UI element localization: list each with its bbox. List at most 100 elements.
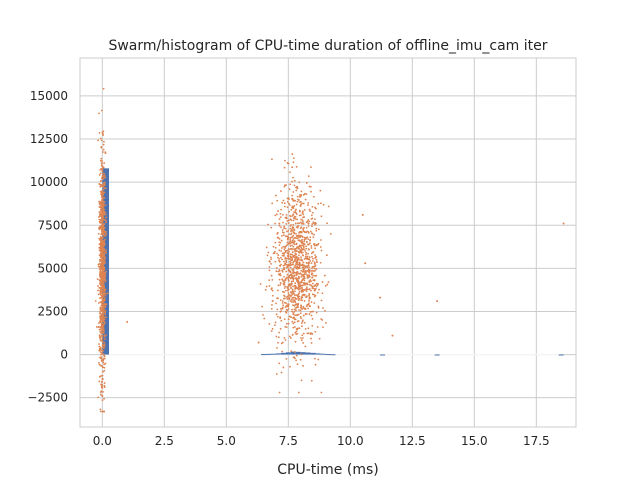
swarm-point bbox=[310, 314, 313, 317]
swarm-point bbox=[99, 268, 102, 271]
swarm-point bbox=[278, 362, 281, 365]
histogram-bar bbox=[280, 352, 286, 355]
swarm-point bbox=[278, 222, 281, 225]
swarm-point bbox=[280, 256, 282, 259]
swarm-point bbox=[292, 191, 295, 193]
swarm-point bbox=[100, 218, 103, 220]
swarm-point bbox=[97, 289, 99, 292]
swarm-point bbox=[317, 305, 320, 308]
swarm-point bbox=[271, 304, 273, 306]
swarm-point bbox=[307, 252, 309, 255]
swarm-point bbox=[99, 258, 101, 261]
swarm-point bbox=[295, 208, 297, 211]
swarm-point bbox=[102, 183, 105, 186]
swarm-point bbox=[99, 336, 101, 339]
swarm-point bbox=[289, 266, 292, 269]
swarm-point bbox=[103, 318, 105, 321]
swarm-point bbox=[284, 184, 286, 187]
swarm-point bbox=[98, 266, 101, 268]
swarm-point bbox=[101, 307, 104, 310]
swarm-point bbox=[103, 268, 105, 270]
swarm-point bbox=[296, 237, 299, 240]
swarm-point bbox=[103, 223, 106, 226]
swarm-point bbox=[292, 161, 295, 164]
swarm-point bbox=[287, 248, 290, 251]
swarm-point bbox=[102, 350, 104, 352]
swarm-point bbox=[277, 336, 280, 339]
swarm-point bbox=[291, 251, 294, 253]
swarm-point bbox=[99, 209, 102, 211]
swarm-point bbox=[274, 222, 276, 225]
swarm-point bbox=[292, 157, 295, 160]
swarm-point bbox=[293, 311, 296, 313]
swarm-point bbox=[104, 279, 107, 281]
swarm-point bbox=[101, 374, 104, 377]
swarm-point bbox=[308, 299, 310, 302]
swarm-point bbox=[285, 326, 288, 329]
swarm-point bbox=[306, 288, 309, 291]
swarm-point bbox=[103, 140, 105, 143]
swarm-point bbox=[278, 257, 281, 260]
swarm-point bbox=[290, 223, 292, 226]
swarm-point bbox=[291, 334, 294, 336]
swarm-point bbox=[104, 362, 107, 365]
swarm-point bbox=[297, 225, 299, 228]
histogram-bar bbox=[305, 352, 311, 355]
swarm-point bbox=[298, 254, 300, 257]
swarm-point bbox=[298, 309, 300, 311]
swarm-point bbox=[101, 287, 104, 290]
swarm-point bbox=[283, 266, 286, 269]
swarm-point bbox=[103, 386, 106, 389]
swarm-point bbox=[286, 298, 289, 300]
swarm-point bbox=[99, 350, 102, 353]
swarm-point bbox=[322, 307, 324, 309]
swarm-point bbox=[293, 254, 296, 257]
swarm-point bbox=[308, 297, 311, 300]
swarm-point bbox=[299, 249, 302, 252]
swarm-point bbox=[298, 201, 301, 203]
swarm-point bbox=[283, 252, 286, 255]
y-tick-label: −2500 bbox=[27, 391, 68, 405]
swarm-point bbox=[271, 327, 274, 330]
swarm-point bbox=[102, 245, 105, 248]
swarm-point bbox=[104, 152, 107, 155]
swarm-point bbox=[305, 257, 308, 260]
swarm-point bbox=[103, 231, 105, 234]
swarm-point bbox=[103, 258, 106, 261]
swarm-point bbox=[296, 271, 299, 274]
swarm-point bbox=[97, 293, 100, 296]
swarm-point bbox=[311, 267, 313, 270]
swarm-point bbox=[289, 248, 292, 250]
swarm-point bbox=[293, 229, 296, 231]
swarm-point bbox=[282, 199, 285, 202]
swarm-point bbox=[310, 379, 313, 382]
swarm-point bbox=[284, 289, 287, 292]
swarm-point bbox=[287, 202, 290, 205]
swarm-point bbox=[298, 262, 301, 264]
swarm-point bbox=[290, 232, 293, 235]
swarm-point bbox=[98, 380, 101, 383]
swarm-point bbox=[101, 286, 104, 288]
swarm-point bbox=[311, 260, 314, 262]
swarm-point bbox=[97, 302, 100, 304]
swarm-point bbox=[283, 234, 285, 237]
swarm-point bbox=[287, 318, 290, 321]
swarm-point bbox=[303, 248, 305, 251]
swarm-point bbox=[294, 211, 297, 214]
swarm-point bbox=[269, 260, 271, 263]
swarm-point bbox=[281, 302, 284, 304]
swarm-point bbox=[102, 269, 104, 272]
swarm-point bbox=[308, 294, 310, 297]
swarm-point bbox=[97, 232, 100, 235]
swarm-point bbox=[104, 322, 106, 324]
swarm-point bbox=[302, 246, 305, 249]
swarm-point bbox=[286, 243, 289, 246]
swarm-point bbox=[292, 304, 294, 307]
swarm-point bbox=[308, 256, 311, 259]
swarm-point bbox=[300, 226, 303, 228]
swarm-point bbox=[287, 242, 290, 245]
swarm-point bbox=[327, 205, 330, 208]
swarm-point bbox=[309, 310, 312, 313]
swarm-point bbox=[308, 266, 311, 269]
swarm-point bbox=[316, 326, 319, 328]
